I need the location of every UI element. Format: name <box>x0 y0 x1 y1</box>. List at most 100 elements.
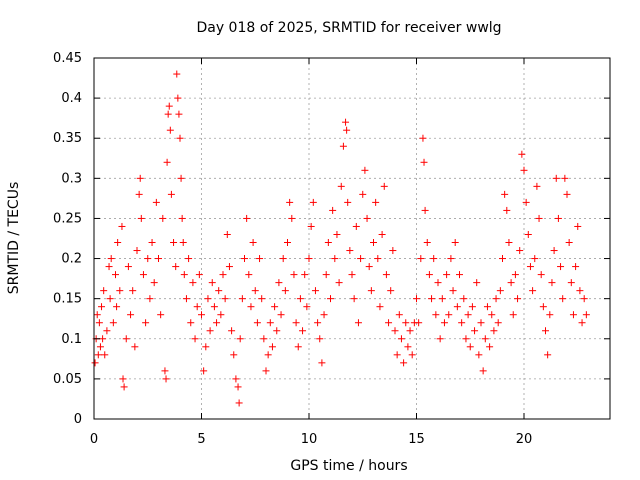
data-point <box>136 174 144 182</box>
data-point <box>228 327 236 335</box>
data-point <box>329 206 337 214</box>
data-point <box>318 359 326 367</box>
data-point <box>284 239 291 247</box>
data-point <box>361 166 369 174</box>
x-tick-label: 15 <box>408 432 425 447</box>
data-point <box>234 383 242 391</box>
data-point <box>142 319 150 327</box>
data-point <box>100 287 108 295</box>
y-tick-label: 0.3 <box>61 171 82 186</box>
data-point <box>235 399 243 407</box>
data-point <box>177 174 185 182</box>
data-point <box>438 295 446 303</box>
data-point <box>166 126 174 134</box>
data-point <box>144 255 152 263</box>
y-tick-label: 0.25 <box>53 211 82 226</box>
data-point <box>531 255 539 263</box>
data-point <box>552 174 560 182</box>
data-point <box>249 239 257 247</box>
data-point <box>225 263 233 271</box>
data-point <box>445 311 453 319</box>
data-point <box>372 198 380 206</box>
y-tick-label: 0.4 <box>61 91 82 106</box>
data-point <box>582 311 590 319</box>
data-point <box>428 295 436 303</box>
data-point <box>402 319 410 327</box>
data-point <box>223 230 231 238</box>
data-point <box>262 367 270 375</box>
data-point <box>217 311 225 319</box>
data-point <box>279 255 287 263</box>
data-point <box>273 327 281 335</box>
data-point <box>299 327 307 335</box>
data-point <box>346 247 354 255</box>
data-point <box>423 239 431 247</box>
data-point <box>559 295 567 303</box>
y-axis-label: SRMTID / TECUs <box>6 182 22 295</box>
data-point <box>296 295 304 303</box>
data-point <box>193 303 201 311</box>
data-point <box>481 335 489 343</box>
data-point <box>157 311 165 319</box>
data-point <box>210 303 218 311</box>
data-point <box>219 271 227 279</box>
data-point <box>146 295 154 303</box>
data-point <box>391 327 399 335</box>
data-point <box>208 279 216 287</box>
y-tick-label: 0.45 <box>53 51 82 66</box>
data-point <box>200 367 208 375</box>
data-point <box>120 383 128 391</box>
data-point <box>458 319 466 327</box>
data-point <box>415 319 423 327</box>
data-point <box>309 198 317 206</box>
data-point <box>473 279 481 287</box>
data-point <box>161 367 169 375</box>
chart-title: Day 018 of 2025, SRMTID for receiver wwl… <box>196 20 501 36</box>
data-point <box>182 295 190 303</box>
data-point <box>516 247 524 255</box>
data-point <box>529 287 537 295</box>
data-point <box>507 279 515 287</box>
data-point <box>475 351 483 359</box>
data-point <box>179 239 187 247</box>
plot-frame <box>93 57 611 420</box>
data-point <box>316 335 324 343</box>
data-point <box>215 287 223 295</box>
data-point <box>526 263 534 271</box>
data-point <box>376 303 384 311</box>
data-point <box>357 255 365 263</box>
data-point <box>389 247 397 255</box>
data-point <box>230 351 238 359</box>
data-point <box>408 351 416 359</box>
data-point <box>550 247 558 255</box>
data-point <box>172 263 180 271</box>
data-point <box>520 166 528 174</box>
data-point <box>106 295 114 303</box>
data-point <box>119 375 127 383</box>
data-point <box>419 134 427 142</box>
data-point <box>464 311 472 319</box>
data-point <box>477 319 485 327</box>
data-point <box>256 255 264 263</box>
data-point <box>413 295 420 303</box>
data-point <box>107 255 115 263</box>
data-point <box>382 271 390 279</box>
data-point <box>127 311 135 319</box>
data-point <box>420 158 428 166</box>
data-point <box>499 255 506 263</box>
data-point <box>281 287 289 295</box>
data-point <box>135 190 143 198</box>
data-point <box>397 335 405 343</box>
data-point <box>578 319 586 327</box>
data-point <box>518 150 526 158</box>
data-point <box>99 335 107 343</box>
data-point <box>546 311 554 319</box>
data-point <box>537 271 545 279</box>
data-point <box>206 327 214 335</box>
data-point <box>105 263 113 271</box>
data-point <box>554 214 562 222</box>
data-point <box>324 239 332 247</box>
data-point <box>232 375 240 383</box>
data-point <box>343 126 351 134</box>
